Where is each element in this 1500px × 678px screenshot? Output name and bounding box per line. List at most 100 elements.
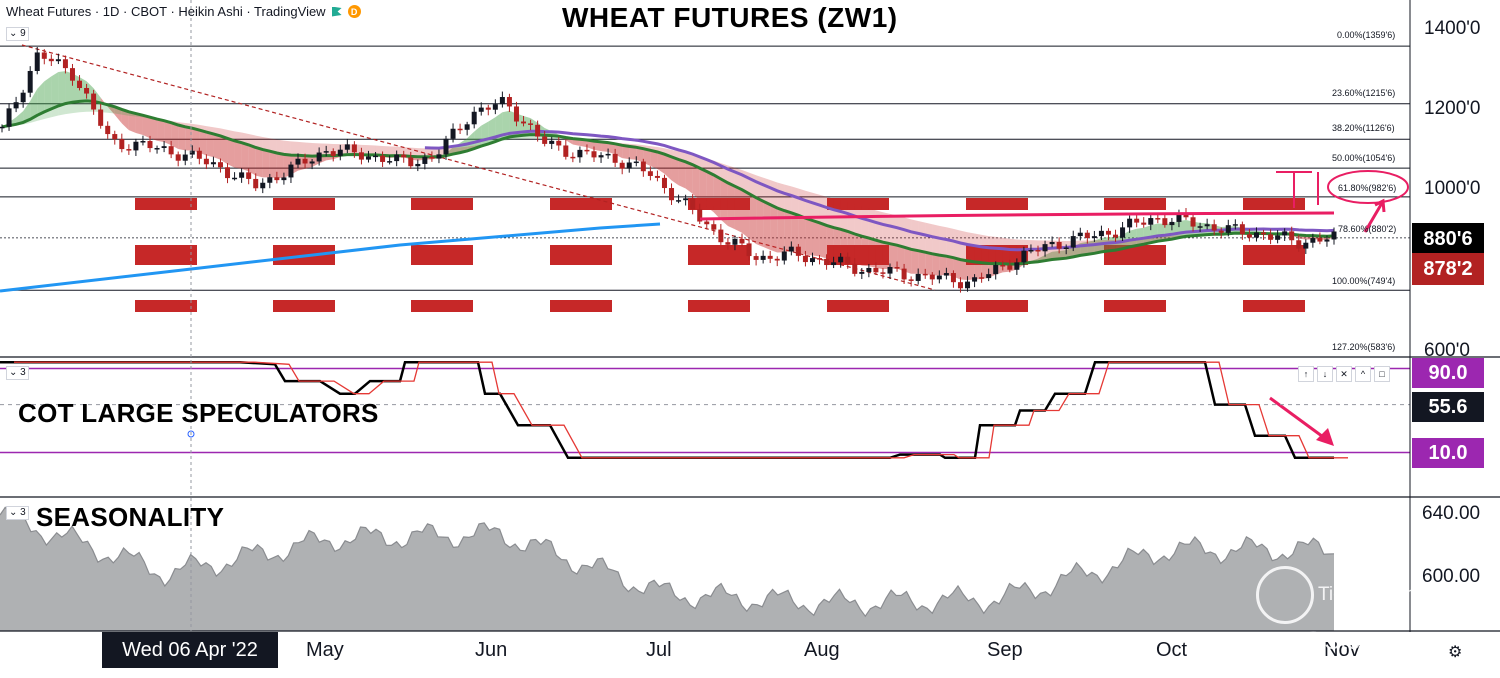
cloud-segment [213, 133, 221, 160]
move-down-icon[interactable]: ↓ [1317, 366, 1333, 382]
candle-body [612, 153, 618, 163]
cloud-segment [784, 210, 792, 253]
candle-body [584, 149, 590, 152]
collapse-icon[interactable]: ^ [1355, 366, 1371, 382]
band-block-upper [411, 198, 473, 210]
cloud-segment-outer [65, 102, 73, 115]
candle-body [866, 267, 872, 272]
candle-body [1190, 217, 1196, 227]
cloud-segment [720, 178, 728, 227]
flag-icon[interactable] [331, 6, 342, 17]
up-arrow [1363, 198, 1386, 233]
cloud-segment-outer [424, 148, 432, 157]
x-tick: Nov [1324, 639, 1360, 661]
cloud-segment [819, 222, 827, 259]
close-icon[interactable]: ✕ [1336, 366, 1352, 382]
fib-label: 61.80%(982'6) [1338, 183, 1397, 193]
watermark-community: Tiger Community [1318, 584, 1462, 605]
collapse-season-button[interactable]: ⌄ 3 [6, 506, 29, 520]
collapse-main-button[interactable]: ⌄ 9 [6, 27, 29, 41]
move-up-icon[interactable]: ↑ [1298, 366, 1314, 382]
collapse-cot-button[interactable]: ⌄ 3 [6, 366, 29, 380]
cloud-segment [227, 138, 235, 168]
candle-body [922, 273, 928, 276]
candle-body [316, 152, 322, 162]
cloud-segment [925, 252, 933, 276]
symbol-line: Wheat Futures · 1D · CBOT · Heikin Ashi … [6, 4, 326, 19]
candle-body [1042, 244, 1048, 252]
candle-body [1014, 262, 1020, 270]
cloud-segment-outer [953, 228, 961, 260]
cloud-segment [939, 255, 947, 276]
candle-body [239, 172, 245, 178]
candle-body [880, 272, 886, 274]
candle-body [746, 243, 752, 257]
cloud-segment [742, 189, 750, 239]
candle-body [1105, 230, 1111, 235]
cloud-segment-outer [298, 141, 306, 156]
fib-label: 0.00%(1359'6) [1337, 30, 1396, 40]
fib-label: 100.00%(749'4) [1332, 276, 1396, 286]
candle-body [979, 277, 985, 279]
cot-signal-line [14, 361, 1348, 459]
candle-body [499, 97, 505, 105]
band-block-lower [966, 300, 1028, 312]
candle-body [1134, 218, 1140, 223]
cloud-segment [904, 247, 912, 274]
cloud-segment [826, 225, 834, 260]
candle-body [1183, 213, 1189, 218]
candle-body [1324, 239, 1330, 242]
cloud-segment [650, 150, 658, 169]
cloud-segment-outer [960, 230, 968, 261]
band-block-upper [135, 198, 197, 210]
candle-body [69, 68, 75, 81]
cloud-segment [897, 245, 905, 272]
candle-body [1246, 234, 1252, 238]
candle-body [281, 177, 287, 181]
cloud-segment-outer [833, 198, 841, 230]
candle-body [802, 255, 808, 263]
candle-body [521, 121, 527, 124]
cloud-segment [192, 128, 200, 153]
band-block-lower [550, 300, 612, 312]
candle-body [929, 274, 935, 280]
candle-body [457, 128, 463, 131]
cloud-segment [276, 152, 284, 179]
cloud-segment [1059, 250, 1067, 259]
season-tick: 640.00 [1422, 503, 1481, 524]
collapse-cot-count: 3 [20, 367, 26, 378]
candle-body [972, 277, 978, 282]
candle-body [556, 140, 562, 146]
resistance-annotation [699, 211, 1335, 221]
cloud-segment [262, 149, 270, 178]
candle-body [295, 158, 301, 165]
cloud-segment-outer [897, 215, 905, 248]
cloud-segment [51, 72, 59, 109]
candle-body [732, 238, 738, 245]
symbol-header[interactable]: Wheat Futures · 1D · CBOT · Heikin Ashi … [6, 4, 361, 19]
candle-body [760, 255, 766, 260]
crosshair-point [187, 430, 195, 438]
candle-body [337, 149, 343, 156]
settings-gear-icon[interactable]: ⚙ [1448, 644, 1463, 661]
cloud-segment-outer [890, 213, 898, 246]
candle-body [704, 221, 710, 225]
cloud-segment [142, 115, 150, 139]
candle-body [795, 246, 801, 256]
handwritten-mark [1276, 171, 1319, 208]
cloud-segment-outer [868, 208, 876, 241]
band-block-upper [827, 198, 889, 210]
candle-body [1261, 232, 1267, 235]
candle-body [140, 141, 146, 143]
candle-body [661, 177, 667, 189]
cloud-segment-outer [403, 147, 411, 157]
candle-body [323, 151, 329, 153]
maximize-icon[interactable]: □ [1374, 366, 1390, 382]
seasonality-panel-label: SEASONALITY [36, 502, 225, 532]
candle-body [894, 267, 900, 269]
candle-body [683, 198, 689, 201]
candle-body [401, 154, 407, 158]
cloud-segment [467, 131, 475, 151]
cloud-segment [777, 207, 785, 253]
